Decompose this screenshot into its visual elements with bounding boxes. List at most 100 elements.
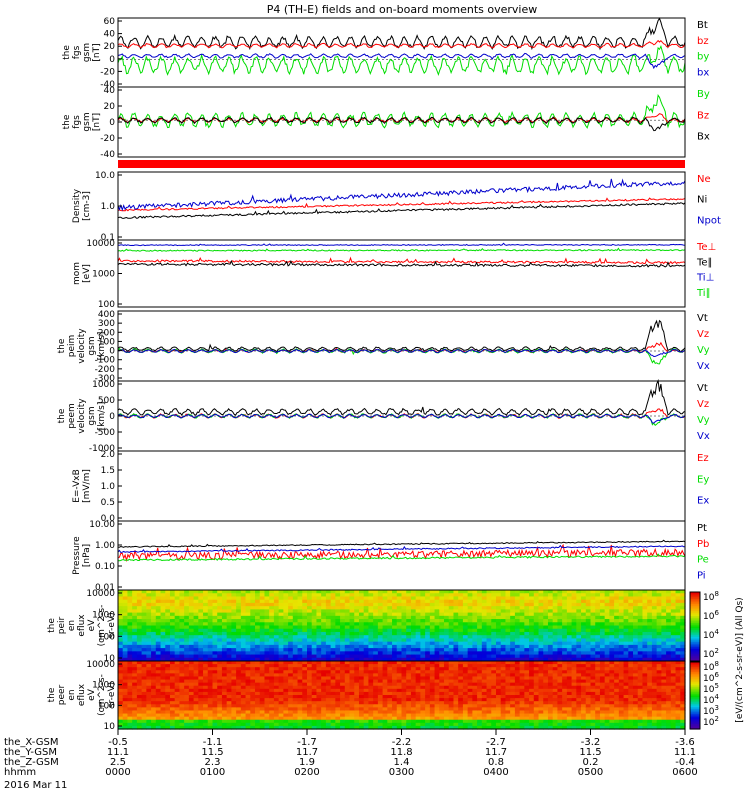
spectrogram-cell	[363, 593, 370, 598]
spectrogram-cell	[132, 635, 138, 640]
spectrogram-cell	[240, 670, 247, 674]
spectrogram-cell	[420, 625, 426, 630]
spectrogram-cell	[297, 644, 303, 649]
spectrogram-cell	[344, 676, 351, 681]
spectrogram-cell	[547, 657, 554, 662]
spectrogram-cell	[448, 688, 455, 693]
spectrogram-cell	[335, 590, 341, 594]
spectrogram-cell	[160, 635, 166, 640]
spectrogram-cell	[547, 722, 554, 727]
spectrogram-cell	[543, 661, 549, 665]
y-tick-label: 10.0	[95, 171, 115, 181]
spectrogram-cell	[132, 710, 138, 715]
spectrogram-cell	[311, 685, 318, 690]
spectrogram-cell	[127, 664, 133, 668]
spectrogram-cell	[467, 622, 473, 627]
spectrogram-cell	[467, 628, 473, 633]
spectrogram-cell	[462, 707, 469, 712]
spectrogram-cell	[467, 701, 473, 705]
spectrogram-cell	[203, 590, 209, 594]
spectrogram-cell	[633, 654, 639, 659]
spectrogram-cell	[288, 593, 294, 598]
series-line-Pt	[117, 539, 686, 548]
spectrogram-cell	[136, 609, 143, 614]
y-tick-label: 10000	[86, 239, 115, 249]
spectrogram-cell	[160, 606, 166, 610]
spectrogram-cell	[226, 648, 232, 652]
spectrogram-cell	[533, 638, 540, 643]
legend-label: Ne	[697, 174, 711, 185]
spectrogram-cell	[297, 719, 303, 724]
spectrogram-cell	[335, 606, 341, 610]
spectrogram-cell	[406, 638, 412, 643]
spectrogram-cell	[373, 676, 379, 681]
spectrogram-cell	[250, 691, 256, 696]
spectrogram-cell	[477, 673, 483, 678]
spectrogram-cell	[340, 602, 346, 607]
spectrogram-cell	[358, 673, 365, 678]
spectrogram-cell	[240, 716, 247, 721]
spectrogram-cell	[656, 599, 662, 604]
spectrogram-cell	[415, 622, 421, 627]
spectrogram-cell	[231, 635, 237, 640]
spectrogram-cell	[609, 590, 615, 594]
spectrogram-cell	[330, 638, 336, 643]
spectrogram-cell	[236, 688, 242, 693]
spectrogram-cell	[160, 685, 166, 690]
spectrogram-cell	[340, 593, 346, 598]
spectrogram-cell	[344, 704, 351, 708]
spectrogram-cell	[193, 667, 199, 671]
spectrogram-cell	[264, 676, 270, 681]
spectrogram-cell	[377, 691, 384, 696]
y-tick-label: -500	[95, 428, 116, 438]
spectrogram-cell	[406, 657, 412, 662]
spectrogram-cell	[231, 701, 237, 705]
spectrogram-cell	[217, 661, 223, 665]
spectrogram-cell	[122, 596, 129, 601]
spectrogram-cell	[292, 667, 299, 671]
y-tick-label: -300	[95, 374, 116, 384]
spectrogram-cell	[198, 710, 204, 715]
spectrogram-cell	[467, 664, 473, 668]
spectrogram-cell	[363, 644, 370, 649]
spectrogram-cell	[453, 710, 459, 715]
spectrogram-cell	[226, 625, 232, 630]
spectrogram-cell	[415, 631, 421, 636]
spectrogram-cell	[373, 635, 379, 640]
spectrogram-cell	[231, 641, 237, 646]
spectrogram-cell	[614, 602, 620, 607]
spectrogram-cell	[595, 644, 601, 649]
spectrogram-cell	[122, 609, 129, 614]
spectrogram-cell	[169, 609, 176, 614]
spectrogram-cell	[122, 719, 129, 724]
spectrogram-cell	[122, 631, 129, 636]
spectrogram-cell	[444, 691, 450, 696]
spectrogram-cell	[666, 638, 672, 643]
spectrogram-cell	[297, 648, 303, 652]
spectrogram-cell	[420, 612, 426, 617]
spectrogram-cell	[628, 657, 634, 662]
y-tick-label: 100	[98, 337, 115, 347]
spectrogram-cell	[387, 701, 393, 705]
spectrogram-cell	[444, 722, 450, 727]
spectrogram-cell	[344, 622, 351, 627]
spectrogram-cell	[401, 670, 407, 674]
spectrogram-cell	[207, 704, 214, 708]
spectrogram-cell	[604, 596, 610, 601]
spectrogram-cell	[481, 679, 488, 684]
spectrogram-cell	[510, 638, 516, 643]
spectrogram-cell	[226, 609, 232, 614]
spectrogram-cell	[429, 682, 436, 687]
spectrogram-cell	[358, 641, 365, 646]
spectrogram-cell	[472, 651, 478, 656]
spectrogram-cell	[543, 596, 549, 601]
spectrogram-cell	[193, 648, 199, 652]
spectrogram-cell	[396, 713, 403, 718]
spectrogram-cell	[420, 695, 426, 699]
spectrogram-cell	[207, 619, 214, 623]
spectrogram-cell	[543, 716, 549, 721]
spectrogram-cell	[169, 701, 176, 705]
spectrogram-cell	[448, 628, 455, 633]
spectrogram-cell	[538, 664, 544, 668]
spectrogram-cell	[198, 602, 204, 607]
